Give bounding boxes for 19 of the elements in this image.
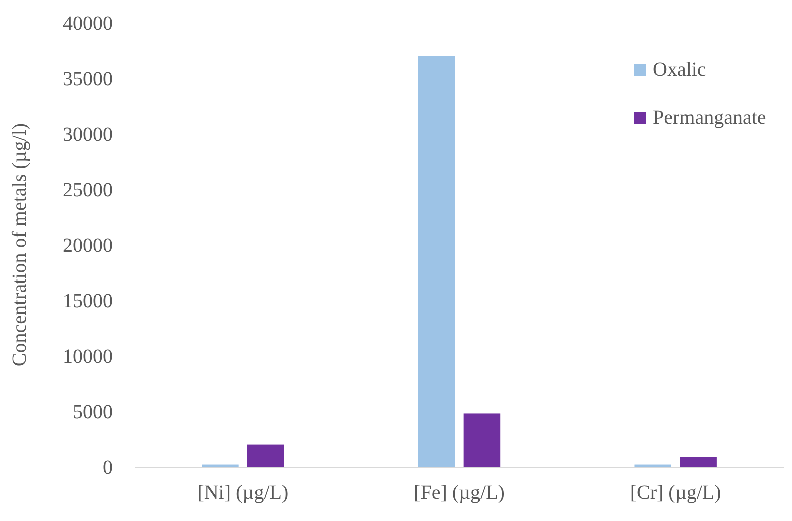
legend-label: Oxalic	[653, 59, 706, 81]
y-tick-label: 35000	[63, 68, 113, 90]
y-axis-title: Concentration of metals (µg/l)	[9, 123, 31, 367]
legend-label: Permanganate	[653, 107, 766, 129]
y-tick-label: 5000	[73, 402, 113, 424]
y-tick-label: 15000	[63, 290, 113, 312]
y-tick-label: 40000	[63, 13, 113, 35]
bar	[680, 457, 717, 467]
y-tick-label: 0	[103, 457, 113, 479]
y-tick-label: 25000	[63, 180, 113, 202]
y-tick-label: 30000	[63, 124, 113, 146]
bar	[464, 414, 501, 467]
x-tick-label: [Cr] (µg/L)	[630, 482, 722, 504]
x-tick-label: [Fe] (µg/L)	[414, 482, 505, 504]
y-tick-label: 10000	[63, 346, 113, 368]
bar	[418, 56, 456, 467]
x-tick-label: [Ni] (µg/L)	[198, 482, 289, 504]
bar	[247, 444, 284, 467]
y-tick-label: 20000	[63, 235, 113, 257]
